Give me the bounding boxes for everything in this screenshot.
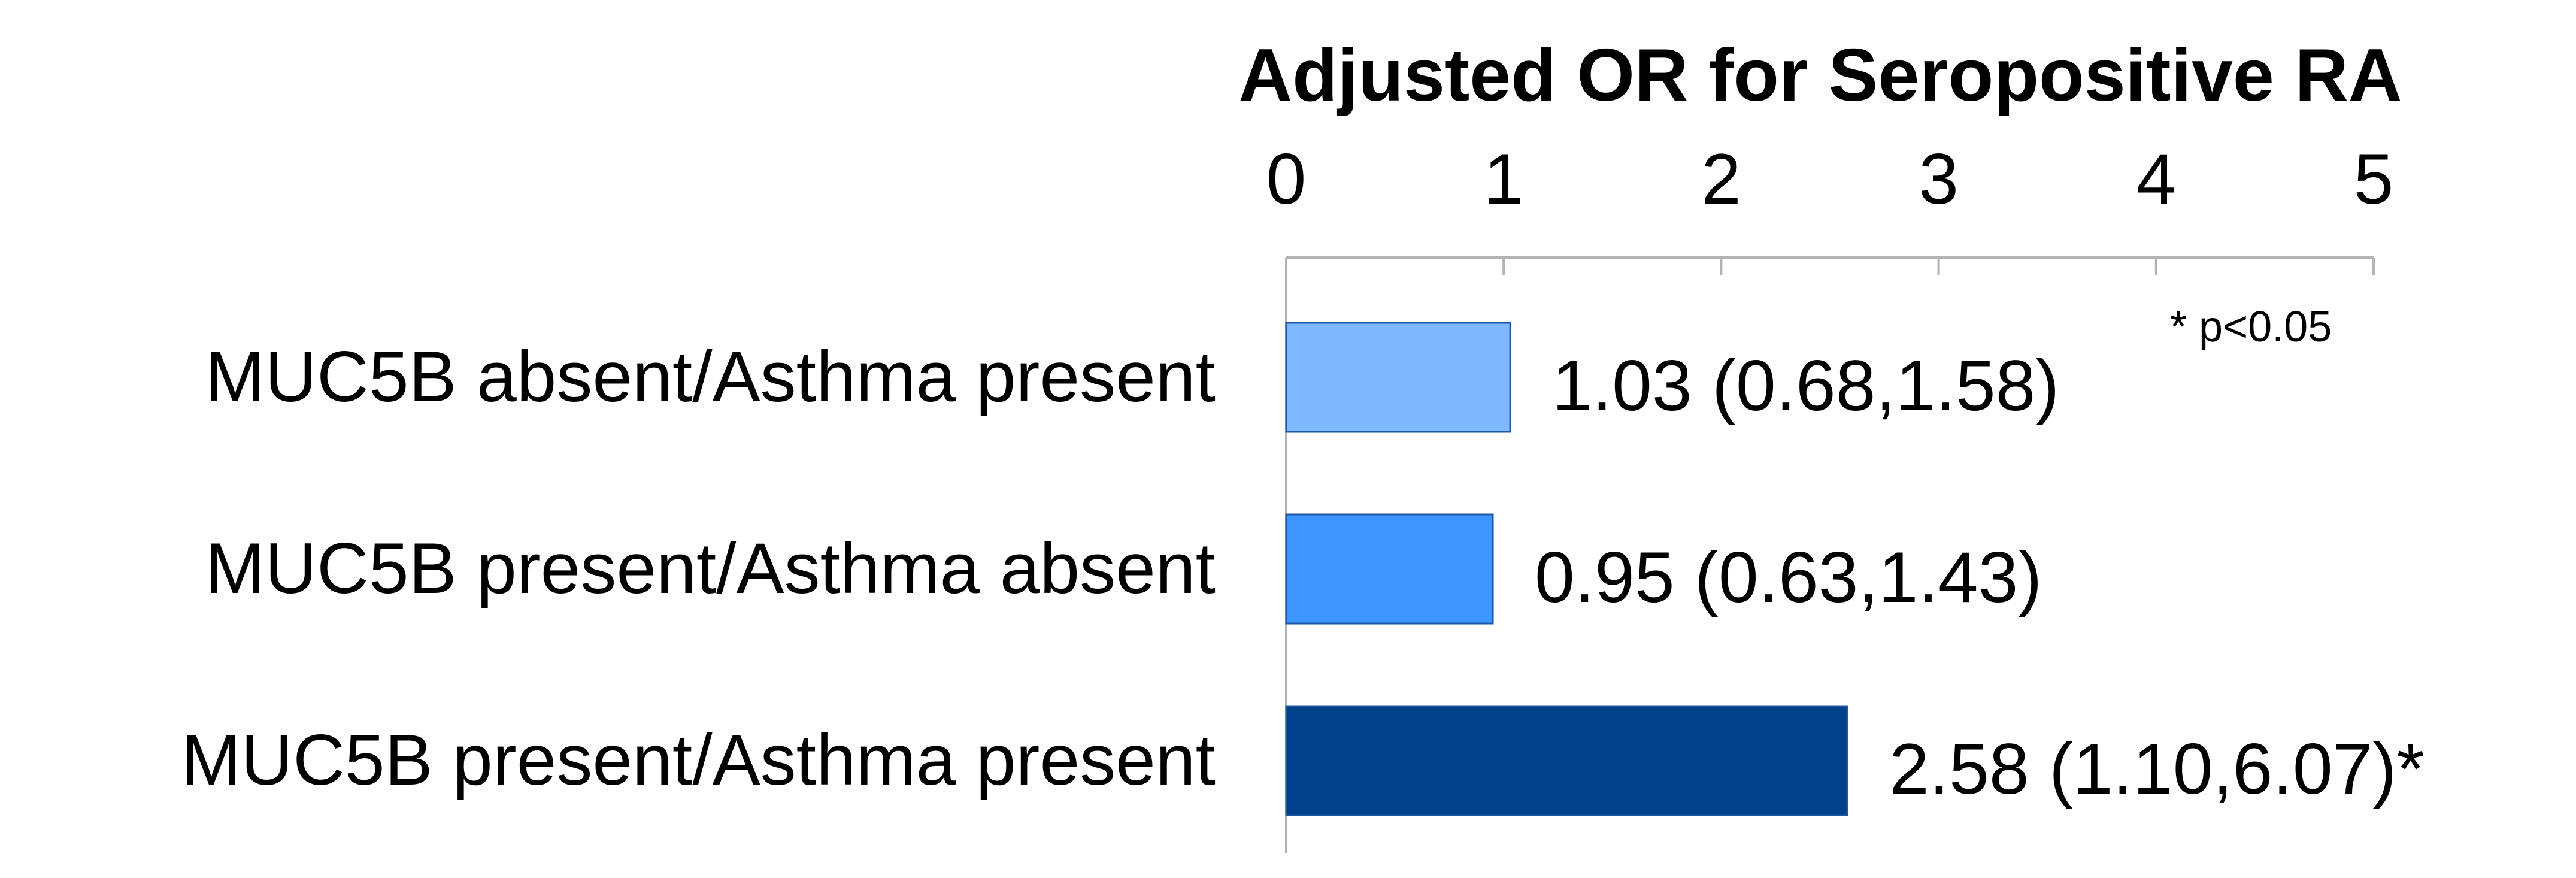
- x-tick-label: 3: [1919, 139, 1959, 219]
- x-tick-label: 2: [1701, 139, 1741, 219]
- category-label: MUC5B present/Asthma present: [181, 720, 1216, 800]
- chart-title: Adjusted OR for Seropositive RA: [1239, 34, 2402, 117]
- category-label: MUC5B absent/Asthma present: [205, 337, 1216, 417]
- bar: [1285, 322, 1511, 433]
- x-axis: 0 1 2 3 4 5: [1266, 139, 2394, 853]
- significance-note: * p<0.05: [2170, 303, 2332, 351]
- data-label: 0.95 (0.63,1.43): [1535, 537, 2042, 617]
- bars: MUC5B absent/Asthma present 1.03 (0.68,1.…: [181, 322, 2425, 816]
- data-label: 1.03 (0.68,1.58): [1552, 346, 2059, 426]
- x-tick-label: 0: [1266, 139, 1307, 219]
- category-label: MUC5B present/Asthma absent: [205, 528, 1216, 608]
- x-tick-label: 1: [1484, 139, 1524, 219]
- x-tick-label: 5: [2354, 139, 2394, 219]
- bar: [1285, 513, 1494, 625]
- bar: [1285, 705, 1848, 816]
- data-label: 2.58 (1.10,6.07)*: [1889, 729, 2425, 809]
- x-tick-label: 4: [2136, 139, 2176, 219]
